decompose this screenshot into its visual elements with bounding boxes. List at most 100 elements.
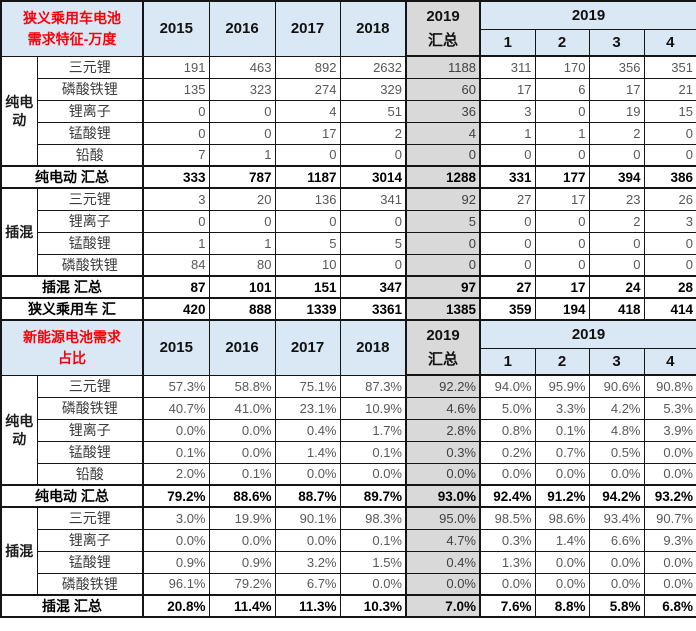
data-cell: 58.8% (208, 374, 276, 398)
data-cell: 90.7% (643, 506, 696, 530)
data-cell: 101 (208, 275, 276, 299)
data-cell: 0 (208, 209, 276, 233)
battery-demand-table-body: 纯电动三元锂 191 463 892 2632 1188 311 170 356 351 磷酸铁锂 1… (0, 55, 696, 321)
data-cell: 5.8% (588, 594, 645, 618)
data-cell: 0.0% (643, 440, 696, 464)
data-cell: 3 (479, 99, 536, 123)
data-cell: 0.0% (142, 418, 210, 442)
data-cell: 21 (643, 77, 696, 101)
col-header-2019-total-line: 汇总 (427, 350, 458, 368)
data-cell: 91.2% (534, 484, 590, 508)
battery-share-table-title-line: 占比 (58, 349, 86, 366)
data-cell: 0.0% (339, 462, 407, 486)
col-group-header-2019: 2019 (479, 0, 696, 30)
battery-demand-table-title-line: 需求特征-万度 (27, 30, 117, 47)
table-row: 锂离子 0.0% 0.0% 0.0% 0.1% 4.7% 0.3% 1.4% 6.6% 9.3% (1, 528, 696, 552)
data-cell: 11.4% (208, 594, 276, 618)
data-cell: 333 (142, 165, 210, 189)
data-cell: 394 (588, 165, 645, 189)
data-cell: 90.8% (643, 374, 696, 398)
row-label: 磷酸铁锂 (36, 77, 144, 101)
data-cell: 17 (274, 121, 341, 145)
data-cell: 3.9% (643, 418, 696, 442)
data-cell: 0 (479, 253, 536, 277)
data-cell: 93.2% (643, 484, 696, 508)
col-header-2018: 2018 (339, 0, 407, 57)
data-cell: 4 (405, 121, 481, 145)
data-cell: 787 (208, 165, 276, 189)
data-cell: 27 (479, 275, 536, 299)
table-row: 插混 三元锂 3 20 136 341 92 27 17 23 26 (0, 187, 696, 277)
group-label-phev: 插混 (0, 506, 38, 596)
data-cell: 0.0% (274, 462, 341, 486)
data-cell: 2 (339, 121, 407, 145)
data-cell: 0.0% (588, 550, 645, 574)
grand-summary-label: 狭义乘用车 汇 (0, 297, 144, 321)
summary-row: 纯电动 汇总 333 787 1187 3014 1288 331 177 394 386 (0, 165, 696, 189)
table-row: 磷酸铁锂 84 80 10 0 0 0 0 0 0 (1, 253, 696, 277)
row-label: 锂离子 (36, 418, 144, 442)
row-label: 铅酸 (36, 143, 144, 167)
data-cell: 5.0% (479, 396, 536, 420)
data-cell: 60 (405, 77, 481, 101)
summary-label: 纯电动 汇总 (0, 165, 144, 189)
data-cell: 414 (643, 297, 696, 321)
data-cell: 347 (339, 275, 407, 299)
table-row: 锰酸锂 1 1 5 5 0 0 0 0 0 (1, 231, 696, 255)
group-label-bev: 纯电动 (0, 374, 38, 486)
data-cell: 191 (142, 55, 210, 79)
data-cell: 75.1% (274, 374, 341, 398)
data-cell: 90.6% (588, 374, 645, 398)
row-label: 三元锂 (36, 55, 144, 79)
group-label-bev: 纯电动 (0, 55, 38, 167)
data-cell: 17 (479, 77, 536, 101)
battery-share-table-title: 新能源电池需求 占比 (0, 319, 144, 376)
col-header-2019-total: 2019 汇总 (405, 0, 481, 57)
data-cell: 359 (479, 297, 536, 321)
data-cell: 9.3% (643, 528, 696, 552)
data-cell: 323 (208, 77, 276, 101)
row-label: 锂离子 (36, 99, 144, 123)
data-cell: 0.0% (534, 572, 590, 596)
data-cell: 0.0% (479, 572, 536, 596)
table-row: 纯电动三元锂 57.3% 58.8% 75.1% 87.3% 92.2% 94.0% 95.9… (0, 374, 696, 486)
battery-demand-table-title: 狭义乘用车电池 需求特征-万度 (0, 0, 144, 57)
col-header-2016: 2016 (208, 319, 276, 376)
data-cell: 0.3% (405, 440, 481, 464)
data-cell: 1339 (274, 297, 341, 321)
data-cell: 341 (339, 187, 407, 211)
data-cell: 0 (534, 143, 590, 167)
summary-row: 插混 汇总 20.8% 11.4% 11.3% 10.3% 7.0% 7.6% 8.8% 5.8… (0, 594, 696, 618)
data-cell: 0.0% (405, 462, 481, 486)
data-cell: 2.8% (405, 418, 481, 442)
data-cell: 17 (534, 275, 590, 299)
battery-share-table-title-line: 新能源电池需求 (23, 328, 121, 345)
data-cell: 95.9% (534, 374, 590, 398)
data-cell: 6 (534, 77, 590, 101)
row-label: 锂离子 (36, 209, 144, 233)
data-cell: 4.6% (405, 396, 481, 420)
data-cell: 57.3% (142, 374, 210, 398)
data-cell: 3 (142, 187, 210, 211)
data-cell: 4.7% (405, 528, 481, 552)
col-header-2019-q4: 4 (643, 28, 696, 57)
data-cell: 892 (274, 55, 341, 79)
data-cell: 351 (643, 55, 696, 79)
table-row: 铅酸 2.0% 0.1% 0.0% 0.0% 0.0% 0.0% 0.0% 0.0% 0.0% (1, 462, 696, 486)
col-header-2015: 2015 (142, 0, 210, 57)
group-label-line: 插混 (5, 542, 34, 559)
data-cell: 0.9% (208, 550, 276, 574)
data-cell: 1 (534, 121, 590, 145)
data-cell: 92 (405, 187, 481, 211)
data-cell: 98.5% (479, 506, 536, 530)
col-header-2019-total: 2019 汇总 (405, 319, 481, 376)
data-cell: 88.6% (208, 484, 276, 508)
data-cell: 3361 (339, 297, 407, 321)
data-cell: 418 (588, 297, 645, 321)
row-label: 铅酸 (36, 462, 144, 486)
col-header-2018: 2018 (339, 319, 407, 376)
data-cell: 0.0% (208, 528, 276, 552)
data-cell: 93.4% (588, 506, 645, 530)
data-cell: 135 (142, 77, 210, 101)
data-cell: 88.7% (274, 484, 341, 508)
